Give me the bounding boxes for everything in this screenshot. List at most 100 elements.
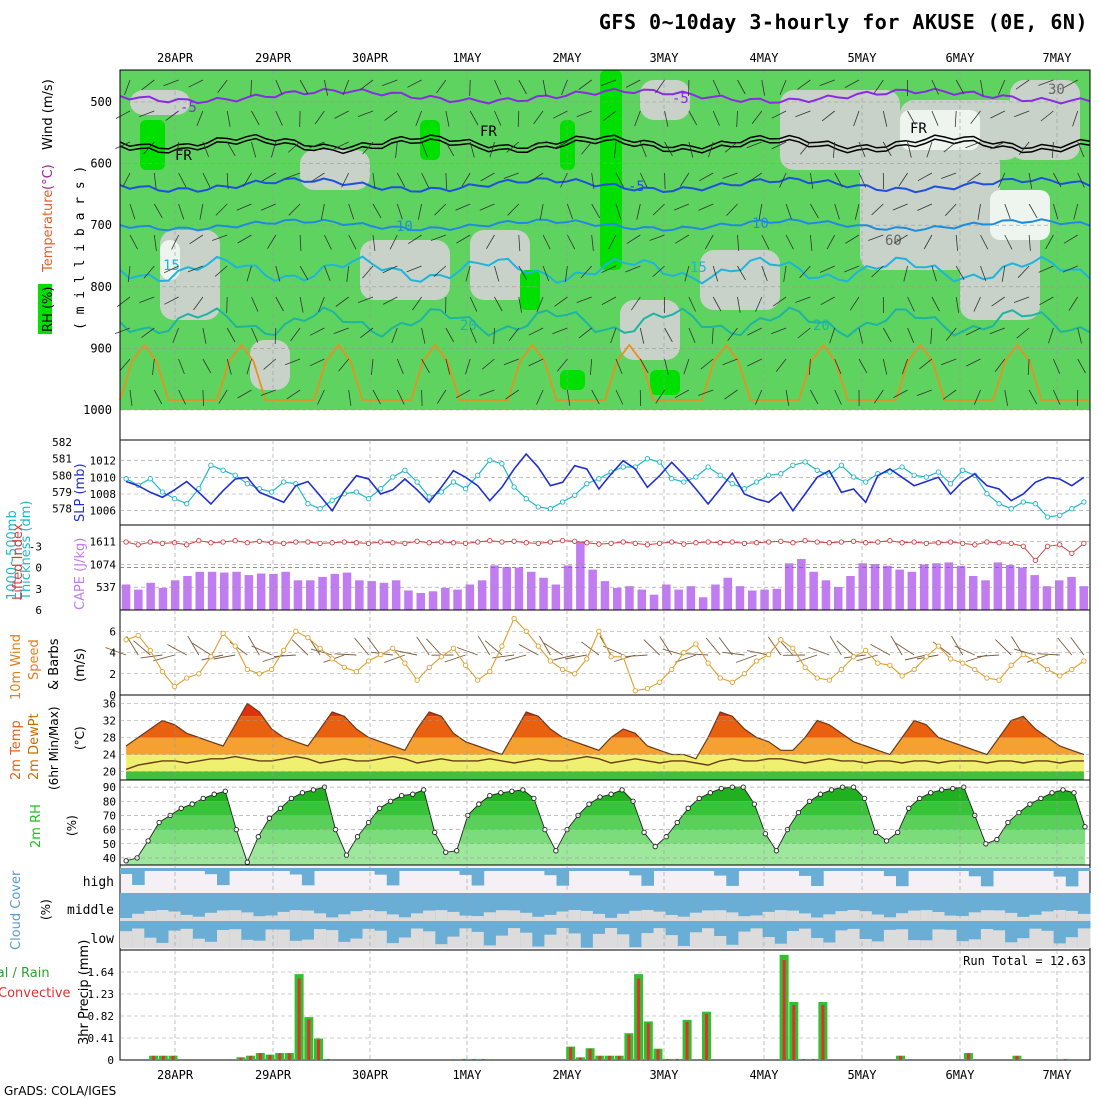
wind-speed-line-marker xyxy=(1057,673,1063,679)
precip-convective-bar xyxy=(1015,1055,1019,1060)
surface-wind-barb xyxy=(334,653,357,656)
wind-barb xyxy=(942,389,957,400)
wind-barb xyxy=(372,389,381,405)
wind-barb xyxy=(1040,110,1054,122)
freezing-level-line xyxy=(119,133,1091,151)
cloud-low-gap xyxy=(896,929,909,948)
wind-barb xyxy=(819,265,835,273)
wind-tick: 4 xyxy=(109,647,116,660)
rh-tick: 40 xyxy=(103,852,116,865)
cape-bar xyxy=(220,572,229,610)
wind-barb xyxy=(737,234,740,252)
wind-barb xyxy=(1013,296,1030,303)
wind-barb xyxy=(561,79,568,96)
surface-wind-barb xyxy=(767,636,782,656)
cape-bar xyxy=(613,587,622,610)
thickness-line-marker xyxy=(1069,506,1075,512)
lifted-index-line-marker xyxy=(208,540,214,546)
rh-line-marker xyxy=(476,801,482,807)
cloud-mid-gap xyxy=(289,910,303,921)
lifted-index-line-marker xyxy=(535,540,541,547)
wind-speed-line-marker xyxy=(281,647,287,654)
thickness-line-marker xyxy=(766,472,772,478)
wind-barb xyxy=(712,296,722,312)
cape-bar xyxy=(146,582,155,610)
wind-barb xyxy=(124,79,131,96)
wind-barb xyxy=(980,79,984,96)
wind-barb xyxy=(274,327,277,345)
wind-barb xyxy=(542,234,551,250)
rh-line-marker xyxy=(156,819,162,826)
rh-line-marker xyxy=(928,790,934,796)
temp-band-green xyxy=(126,771,1084,780)
rh-line-marker xyxy=(277,805,284,811)
cape-bar xyxy=(637,589,646,610)
wind-barb xyxy=(324,79,328,96)
surface-wind-barb xyxy=(140,654,163,659)
wind-barb xyxy=(688,141,694,158)
cloud-low-gap xyxy=(508,928,521,948)
cloud-low-gap xyxy=(314,929,327,948)
temp-band-33 xyxy=(126,703,1084,717)
wind-barb xyxy=(116,296,131,308)
wind-barb xyxy=(901,358,908,375)
surface-wind-barb xyxy=(625,654,648,658)
bottom-date-label: 5MAY xyxy=(848,1068,878,1082)
cloud-mid-gap xyxy=(471,916,485,921)
top-date-label: 6MAY xyxy=(946,51,976,65)
wind-speed-line-marker xyxy=(741,671,748,677)
chart-title: GFS 0~10day 3-hourly for AKUSE (0E, 6N) xyxy=(598,10,1088,34)
cloud-mid-gap xyxy=(144,910,157,921)
wind-speed-line-marker xyxy=(596,628,602,634)
wind-speed-line-marker xyxy=(984,675,990,681)
cloud-mid-gap xyxy=(1077,913,1091,921)
rh-band xyxy=(126,843,1086,858)
cloud-low-gap xyxy=(629,947,642,948)
wind-barb xyxy=(334,110,349,119)
surface-wind-barb xyxy=(870,644,891,656)
cape-bar xyxy=(662,584,671,610)
wind-speed-line-marker xyxy=(850,654,857,660)
wind-barb xyxy=(923,234,933,250)
wind-barb xyxy=(727,327,738,341)
isotherm-15 xyxy=(119,255,1091,285)
cloud-low-gap xyxy=(471,931,485,948)
cloud-high-bar xyxy=(144,868,157,871)
surface-wind-barb xyxy=(492,654,515,659)
wind-barb xyxy=(341,172,350,188)
cape-bar xyxy=(1042,586,1052,610)
wind-barb xyxy=(810,389,819,405)
wind-barb xyxy=(371,358,374,375)
wind-barb xyxy=(591,203,601,219)
lifted-index-line-marker xyxy=(911,539,917,545)
wind-barb xyxy=(1073,203,1079,220)
cloud-mid-gap xyxy=(435,910,448,921)
cloud-low-gap xyxy=(374,930,388,948)
cape-bar xyxy=(256,573,266,610)
wind-barb xyxy=(275,79,283,95)
wind-barb xyxy=(591,234,594,251)
thickness-line-marker xyxy=(329,497,335,503)
thickness-line-marker xyxy=(729,481,735,487)
cloud-high-bar xyxy=(435,868,448,871)
cloud-low-gap xyxy=(338,941,351,948)
wind-barb xyxy=(625,79,641,88)
wind-barb xyxy=(1027,358,1030,376)
wind-barb xyxy=(469,79,471,97)
wind-barb xyxy=(309,141,325,149)
cloud-mid-gap xyxy=(859,911,873,921)
cloud-low-gap xyxy=(871,941,885,948)
wind-barb xyxy=(655,79,665,94)
wind-speed-line-marker xyxy=(911,666,917,673)
surface-wind-barb xyxy=(553,654,575,661)
lifted-index-line-marker xyxy=(729,539,735,545)
wind-barb xyxy=(299,265,309,281)
cape-bar xyxy=(649,594,659,610)
rh-line-marker xyxy=(487,792,493,799)
wind-speed-line-marker xyxy=(171,683,178,690)
isotherm-25 xyxy=(119,343,1090,401)
thickness-line-marker xyxy=(450,479,457,485)
cloud-low-gap xyxy=(980,929,994,948)
wind-barb xyxy=(931,265,937,282)
wind-barb xyxy=(324,234,332,250)
